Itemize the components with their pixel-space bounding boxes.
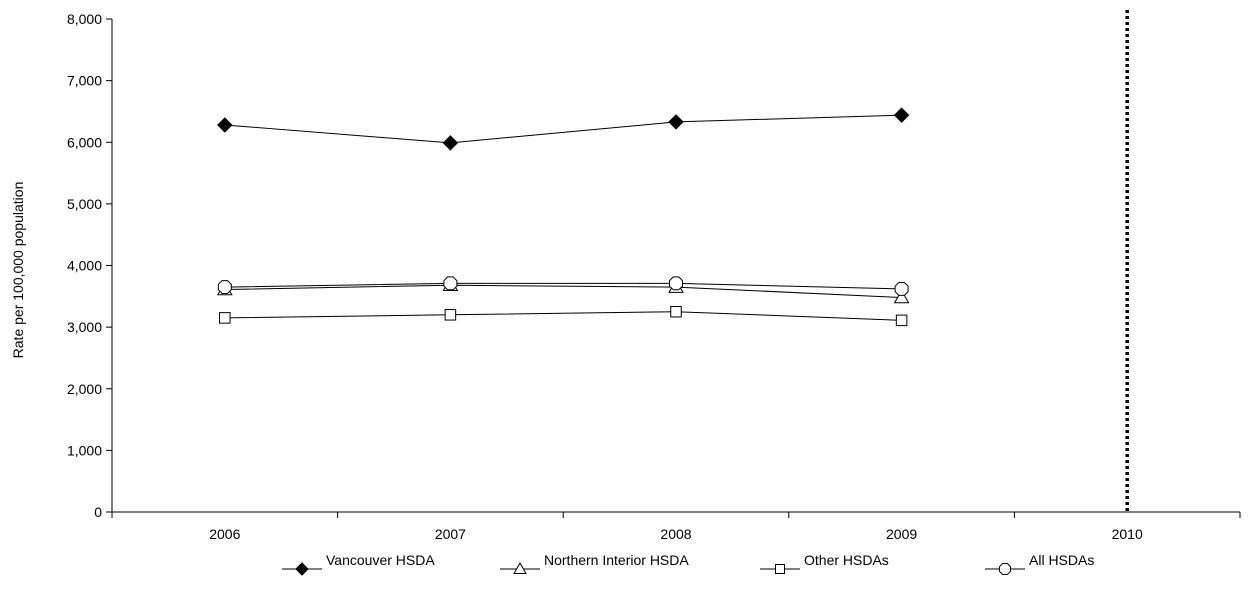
data-point: [893, 107, 910, 123]
legend-label: All HSDAs: [1029, 552, 1094, 568]
y-tick-label: 0: [94, 504, 102, 520]
y-tick-label: 4,000: [67, 258, 102, 274]
legend-item-vancouver-hsda: Vancouver HSDA: [282, 552, 435, 576]
data-point: [444, 309, 457, 321]
legend-item-all-hsdas: All HSDAs: [985, 552, 1094, 575]
x-tick-label: 2007: [435, 526, 466, 542]
series-vancouver-hsda: [217, 107, 910, 151]
legend-label: Northern Interior HSDA: [544, 552, 689, 568]
data-point: [669, 276, 683, 291]
x-tick-label: 2008: [660, 526, 691, 542]
axes: 0 1,000 2,000 3,000 4,000 5,000 6,000 7,000 8,00…: [67, 11, 1241, 542]
x-tick-label: 2006: [209, 526, 240, 542]
y-axis-title: Rate per 100,000 population: [10, 182, 26, 359]
data-point: [219, 312, 231, 324]
y-tick-label: 2,000: [67, 381, 102, 397]
legend-label: Other HSDAs: [804, 552, 889, 568]
data-point: [668, 114, 684, 130]
data-point: [670, 305, 682, 318]
legend-marker: [513, 561, 527, 574]
data-point: [443, 276, 458, 291]
legend: Vancouver HSDA Northern Interior HSDA Othe…: [282, 552, 1094, 576]
x-tick-label: 2010: [1112, 526, 1143, 542]
legend-label: Vancouver HSDA: [326, 552, 435, 568]
data-point: [442, 135, 459, 151]
series-northern-interior-hsda: [216, 277, 910, 304]
legend-marker: [999, 563, 1011, 575]
data-point: [894, 282, 909, 296]
series-other-hsdas: [219, 305, 908, 327]
data-point: [893, 289, 910, 304]
data-point: [895, 314, 908, 327]
y-tick-label: 8,000: [67, 11, 102, 27]
x-tick-label: 2009: [886, 526, 917, 542]
series-line: [224, 282, 902, 290]
legend-item-northern-interior-hsda: Northern Interior HSDA: [500, 552, 689, 574]
y-tick-label: 3,000: [67, 319, 102, 335]
data-point: [217, 117, 233, 133]
legend-marker: [295, 562, 309, 576]
series-line: [224, 311, 902, 321]
y-tick-label: 1,000: [67, 442, 102, 458]
series-line: [224, 284, 902, 299]
y-tick-label: 7,000: [67, 73, 102, 89]
legend-marker: [775, 564, 785, 574]
series-line: [224, 114, 902, 144]
series-group: [216, 107, 910, 327]
y-tick-label: 6,000: [67, 134, 102, 150]
legend-item-other-hsdas: Other HSDAs: [760, 552, 889, 574]
series-all-hsdas: [217, 276, 909, 296]
y-tick-label: 5,000: [67, 196, 102, 212]
data-point: [217, 280, 232, 294]
